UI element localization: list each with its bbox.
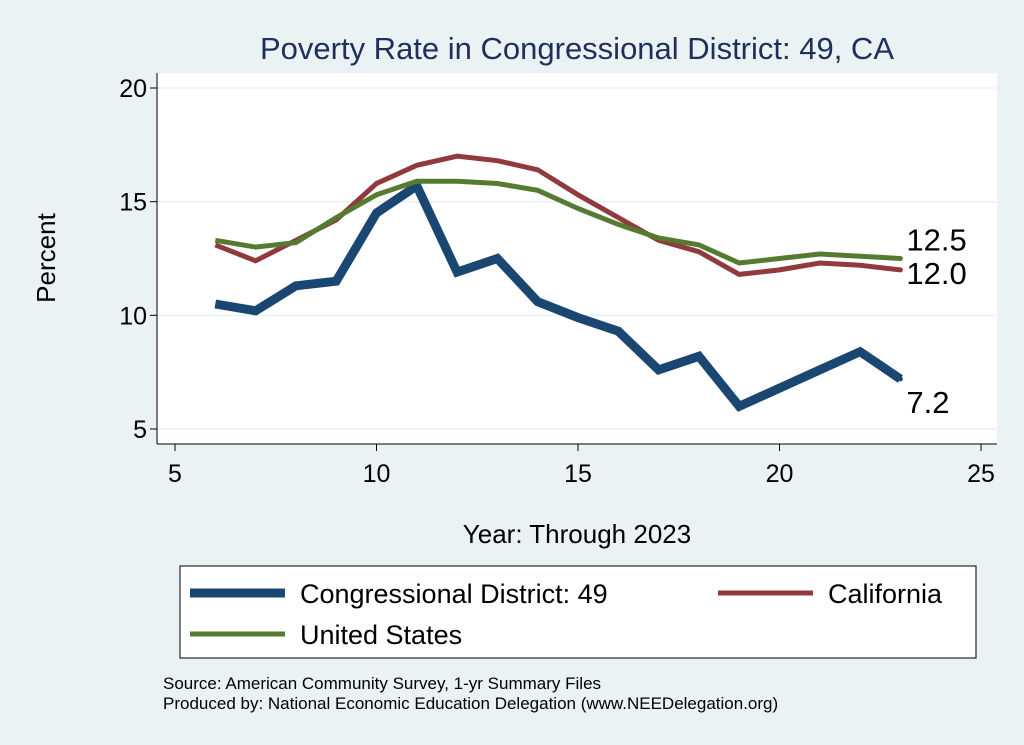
y-tick-label: 15 bbox=[119, 189, 147, 217]
series-line-0 bbox=[214, 179, 903, 412]
end-value-label: 7.2 bbox=[906, 385, 949, 420]
series-lines bbox=[214, 153, 903, 412]
legend: Congressional District: 49 California Unit… bbox=[179, 565, 977, 659]
x-tick-label: 25 bbox=[967, 460, 995, 488]
end-value-label: 12.5 bbox=[906, 223, 966, 258]
legend-label: California bbox=[828, 579, 943, 609]
end-marker bbox=[897, 256, 903, 261]
y-axis-ticks: 5 10 15 20 bbox=[119, 75, 157, 444]
y-tick-label: 20 bbox=[119, 75, 147, 103]
x-axis-ticks: 5 10 15 20 25 bbox=[168, 444, 995, 488]
x-tick-label: 15 bbox=[564, 460, 592, 488]
produced-by-note: Produced by: National Economic Education… bbox=[163, 694, 778, 713]
legend-label: Congressional District: 49 bbox=[300, 579, 608, 609]
source-note: Source: American Community Survey, 1-yr … bbox=[163, 674, 601, 693]
chart-title: Poverty Rate in Congressional District: … bbox=[260, 31, 894, 66]
end-value-label: 12.0 bbox=[906, 256, 966, 291]
end-labels: 7.2 12.012.5 bbox=[897, 223, 967, 420]
end-marker bbox=[897, 267, 903, 273]
legend-box bbox=[179, 565, 977, 659]
end-marker bbox=[897, 376, 903, 382]
x-tick-label: 10 bbox=[363, 460, 391, 488]
grid-lines bbox=[157, 87, 997, 430]
x-axis-label: Year: Through 2023 bbox=[463, 519, 691, 549]
x-tick-label: 5 bbox=[168, 460, 182, 488]
y-tick-label: 10 bbox=[119, 302, 147, 330]
legend-label: United States bbox=[300, 620, 462, 650]
series-line-2 bbox=[214, 178, 901, 266]
y-tick-label: 5 bbox=[133, 416, 147, 444]
y-axis-label: Percent bbox=[31, 212, 61, 302]
x-tick-label: 20 bbox=[766, 460, 794, 488]
